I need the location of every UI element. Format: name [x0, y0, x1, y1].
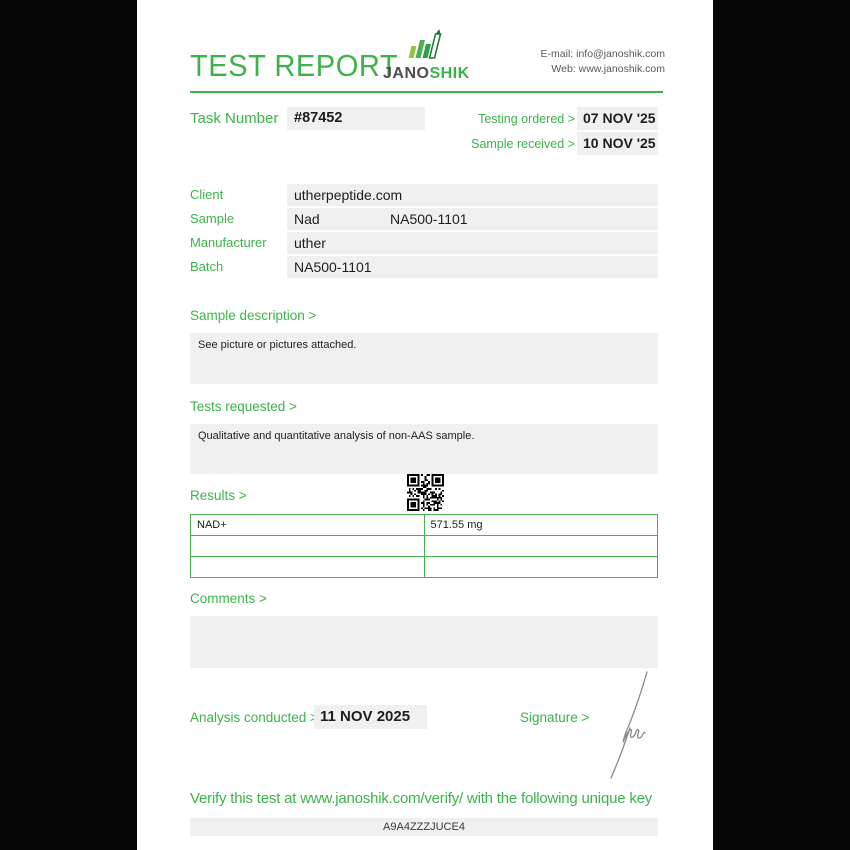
result-name-cell: NAD+	[190, 514, 425, 536]
sample-description-box: See picture or pictures attached.	[190, 333, 658, 384]
analysis-conducted-label: Analysis conducted >	[190, 710, 318, 725]
result-value-cell: 571.55 mg	[423, 514, 658, 536]
result-value-cell	[423, 556, 658, 578]
page-title: TEST REPORT	[190, 48, 399, 83]
test-report-page: TEST REPORT JANOSHIK E-mail: info@janosh…	[137, 0, 713, 850]
analysis-date-value: 11 NOV 2025	[314, 705, 427, 729]
table-row	[190, 535, 658, 557]
batch-value: NA500-1101	[287, 256, 658, 278]
contact-info: E-mail: info@janoshik.com Web: www.janos…	[541, 47, 665, 77]
client-value: utherpeptide.com	[287, 184, 658, 206]
result-name-cell	[190, 535, 425, 557]
bar-chart-logo-icon	[408, 29, 442, 59]
testing-ordered-label: Testing ordered >	[478, 112, 575, 126]
sample-received-value: 10 NOV '25	[577, 132, 658, 155]
table-row: NAD+ 571.55 mg	[190, 514, 658, 536]
task-number-label: Task Number	[190, 110, 279, 127]
comments-label: Comments >	[190, 591, 267, 606]
results-table: NAD+ 571.55 mg	[190, 514, 658, 578]
header-divider	[190, 91, 663, 93]
tests-requested-label: Tests requested >	[190, 399, 297, 414]
result-value-cell	[423, 535, 658, 557]
result-name-cell	[190, 556, 425, 578]
manufacturer-value: uther	[287, 232, 658, 254]
table-row	[190, 556, 658, 578]
janoshik-logo: JANOSHIK	[383, 28, 469, 83]
signature-label: Signature >	[520, 710, 590, 725]
logo-wordmark: JANOSHIK	[383, 65, 470, 82]
comments-box	[190, 616, 658, 668]
manufacturer-label: Manufacturer	[190, 235, 267, 250]
qr-code	[407, 474, 444, 511]
testing-ordered-value: 07 NOV '25	[577, 107, 658, 130]
client-label: Client	[190, 187, 224, 202]
sample-description-label: Sample description >	[190, 308, 317, 323]
results-label: Results >	[190, 488, 247, 503]
contact-web: Web: www.janoshik.com	[551, 63, 665, 75]
sample-label: Sample	[190, 211, 235, 226]
batch-label: Batch	[190, 259, 224, 274]
contact-email: E-mail: info@janoshik.com	[540, 48, 665, 60]
sample-value: Nad NA500-1101	[287, 208, 658, 230]
signature-image	[610, 671, 648, 779]
task-number-value: #87452	[287, 107, 425, 130]
verify-text: Verify this test at www.janoshik.com/ver…	[190, 790, 653, 807]
tests-requested-box: Qualitative and quantitative analysis of…	[190, 424, 658, 474]
sample-received-label: Sample received >	[471, 137, 575, 151]
unique-key-value: A9A4ZZZJUCE4	[190, 818, 658, 836]
sample-name: Nad	[294, 211, 320, 227]
sample-code: NA500-1101	[390, 211, 468, 227]
